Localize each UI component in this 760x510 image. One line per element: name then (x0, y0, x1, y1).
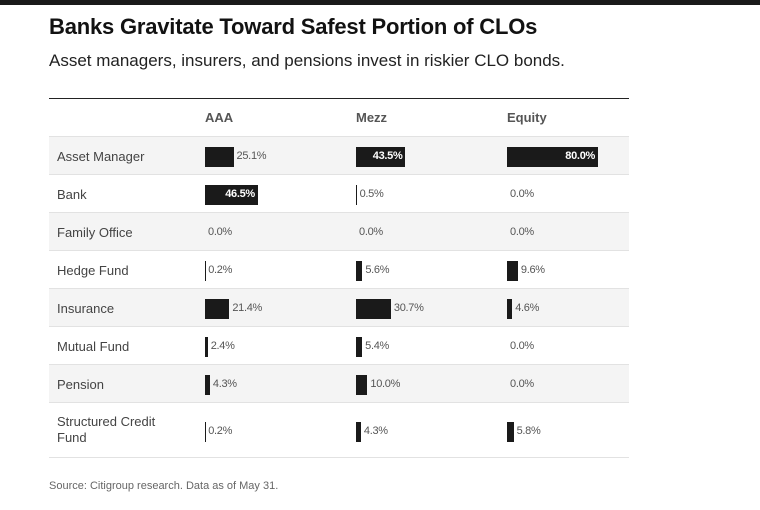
value-label: 21.4% (232, 302, 263, 314)
bar (356, 299, 391, 319)
table-row-family-office: Family Office 0.0% 0.0% 0.0% (49, 213, 629, 251)
bar (205, 299, 230, 319)
value-label: 0.0% (510, 226, 534, 238)
column-header-mezz: Mezz (356, 110, 388, 125)
bar (205, 147, 234, 167)
value-label: 0.2% (208, 425, 233, 437)
row-label: Mutual Fund (57, 339, 130, 354)
value-label: 0.5% (359, 188, 384, 200)
value-label: 9.6% (520, 264, 545, 276)
table-row-asset-manager: Asset Manager 25.1% 43.5% 80.0% (49, 137, 629, 175)
value-label: 30.7% (393, 302, 424, 314)
value-label: 4.3% (363, 425, 388, 437)
value-label: 5.8% (516, 425, 541, 437)
row-label: Family Office (57, 225, 133, 240)
value-label: 25.1% (236, 150, 267, 162)
column-header-equity: Equity (507, 110, 547, 125)
bar (356, 185, 358, 205)
bar (205, 422, 207, 442)
bar (356, 337, 363, 357)
data-table: AAA Mezz Equity Asset Manager 25.1% 43.5% 80.… (49, 99, 629, 458)
row-label: Insurance (57, 301, 115, 316)
value-label: 0.2% (208, 264, 233, 276)
bar (205, 337, 208, 357)
top-accent-bar (0, 0, 760, 5)
bar (356, 261, 363, 281)
value-label: 46.5% (225, 188, 255, 200)
bar (205, 185, 258, 205)
table-row-mutual-fund: Mutual Fund 2.4% 5.4% 0.0% (49, 327, 629, 365)
value-label: 80.0% (565, 150, 595, 162)
value-label: 0.0% (510, 378, 534, 390)
value-label: 5.4% (365, 340, 390, 352)
column-header-aaa: AAA (205, 110, 234, 125)
table-row-hedge-fund: Hedge Fund 0.2% 5.6% 9.6% (49, 251, 629, 289)
value-label: 4.3% (212, 378, 237, 390)
chart-subtitle: Asset managers, insurers, and pensions i… (49, 51, 565, 70)
row-label: Hedge Fund (57, 263, 129, 278)
row-label: Pension (57, 377, 104, 392)
table-header-row: AAA Mezz Equity (49, 99, 629, 137)
value-label: 10.0% (370, 378, 401, 390)
bar (507, 299, 513, 319)
bar (205, 261, 207, 281)
bar (356, 422, 361, 442)
table-row-pension: Pension 4.3% 10.0% 0.0% (49, 365, 629, 403)
value-label: 4.6% (515, 302, 540, 314)
bar (507, 147, 598, 167)
header-rule (49, 98, 629, 99)
row-label: Asset Manager (57, 149, 145, 164)
value-label: 43.5% (372, 150, 403, 162)
source-note: Source: Citigroup research. Data as of M… (49, 480, 279, 492)
bar (356, 147, 406, 167)
value-label: 2.4% (210, 340, 235, 352)
bar (507, 261, 518, 281)
table-row-structured-credit-fund: Structured Credit Fund 0.2% 4.3% 5.8% (49, 403, 629, 458)
row-label: Bank (57, 187, 87, 202)
value-label: 0.0% (510, 188, 534, 200)
table-row-insurance: Insurance 21.4% 30.7% 4.6% (49, 289, 629, 327)
value-label: 0.0% (359, 226, 383, 238)
bar (507, 422, 514, 442)
table-row-bank: Bank 46.5% 0.5% 0.0% (49, 175, 629, 213)
bar (205, 375, 210, 395)
value-label: 0.0% (510, 340, 534, 352)
value-label: 0.0% (208, 226, 232, 238)
value-label: 5.6% (365, 264, 390, 276)
row-label: Structured Credit Fund (57, 414, 156, 445)
bar (356, 375, 368, 395)
chart-title: Banks Gravitate Toward Safest Portion of… (49, 14, 538, 39)
